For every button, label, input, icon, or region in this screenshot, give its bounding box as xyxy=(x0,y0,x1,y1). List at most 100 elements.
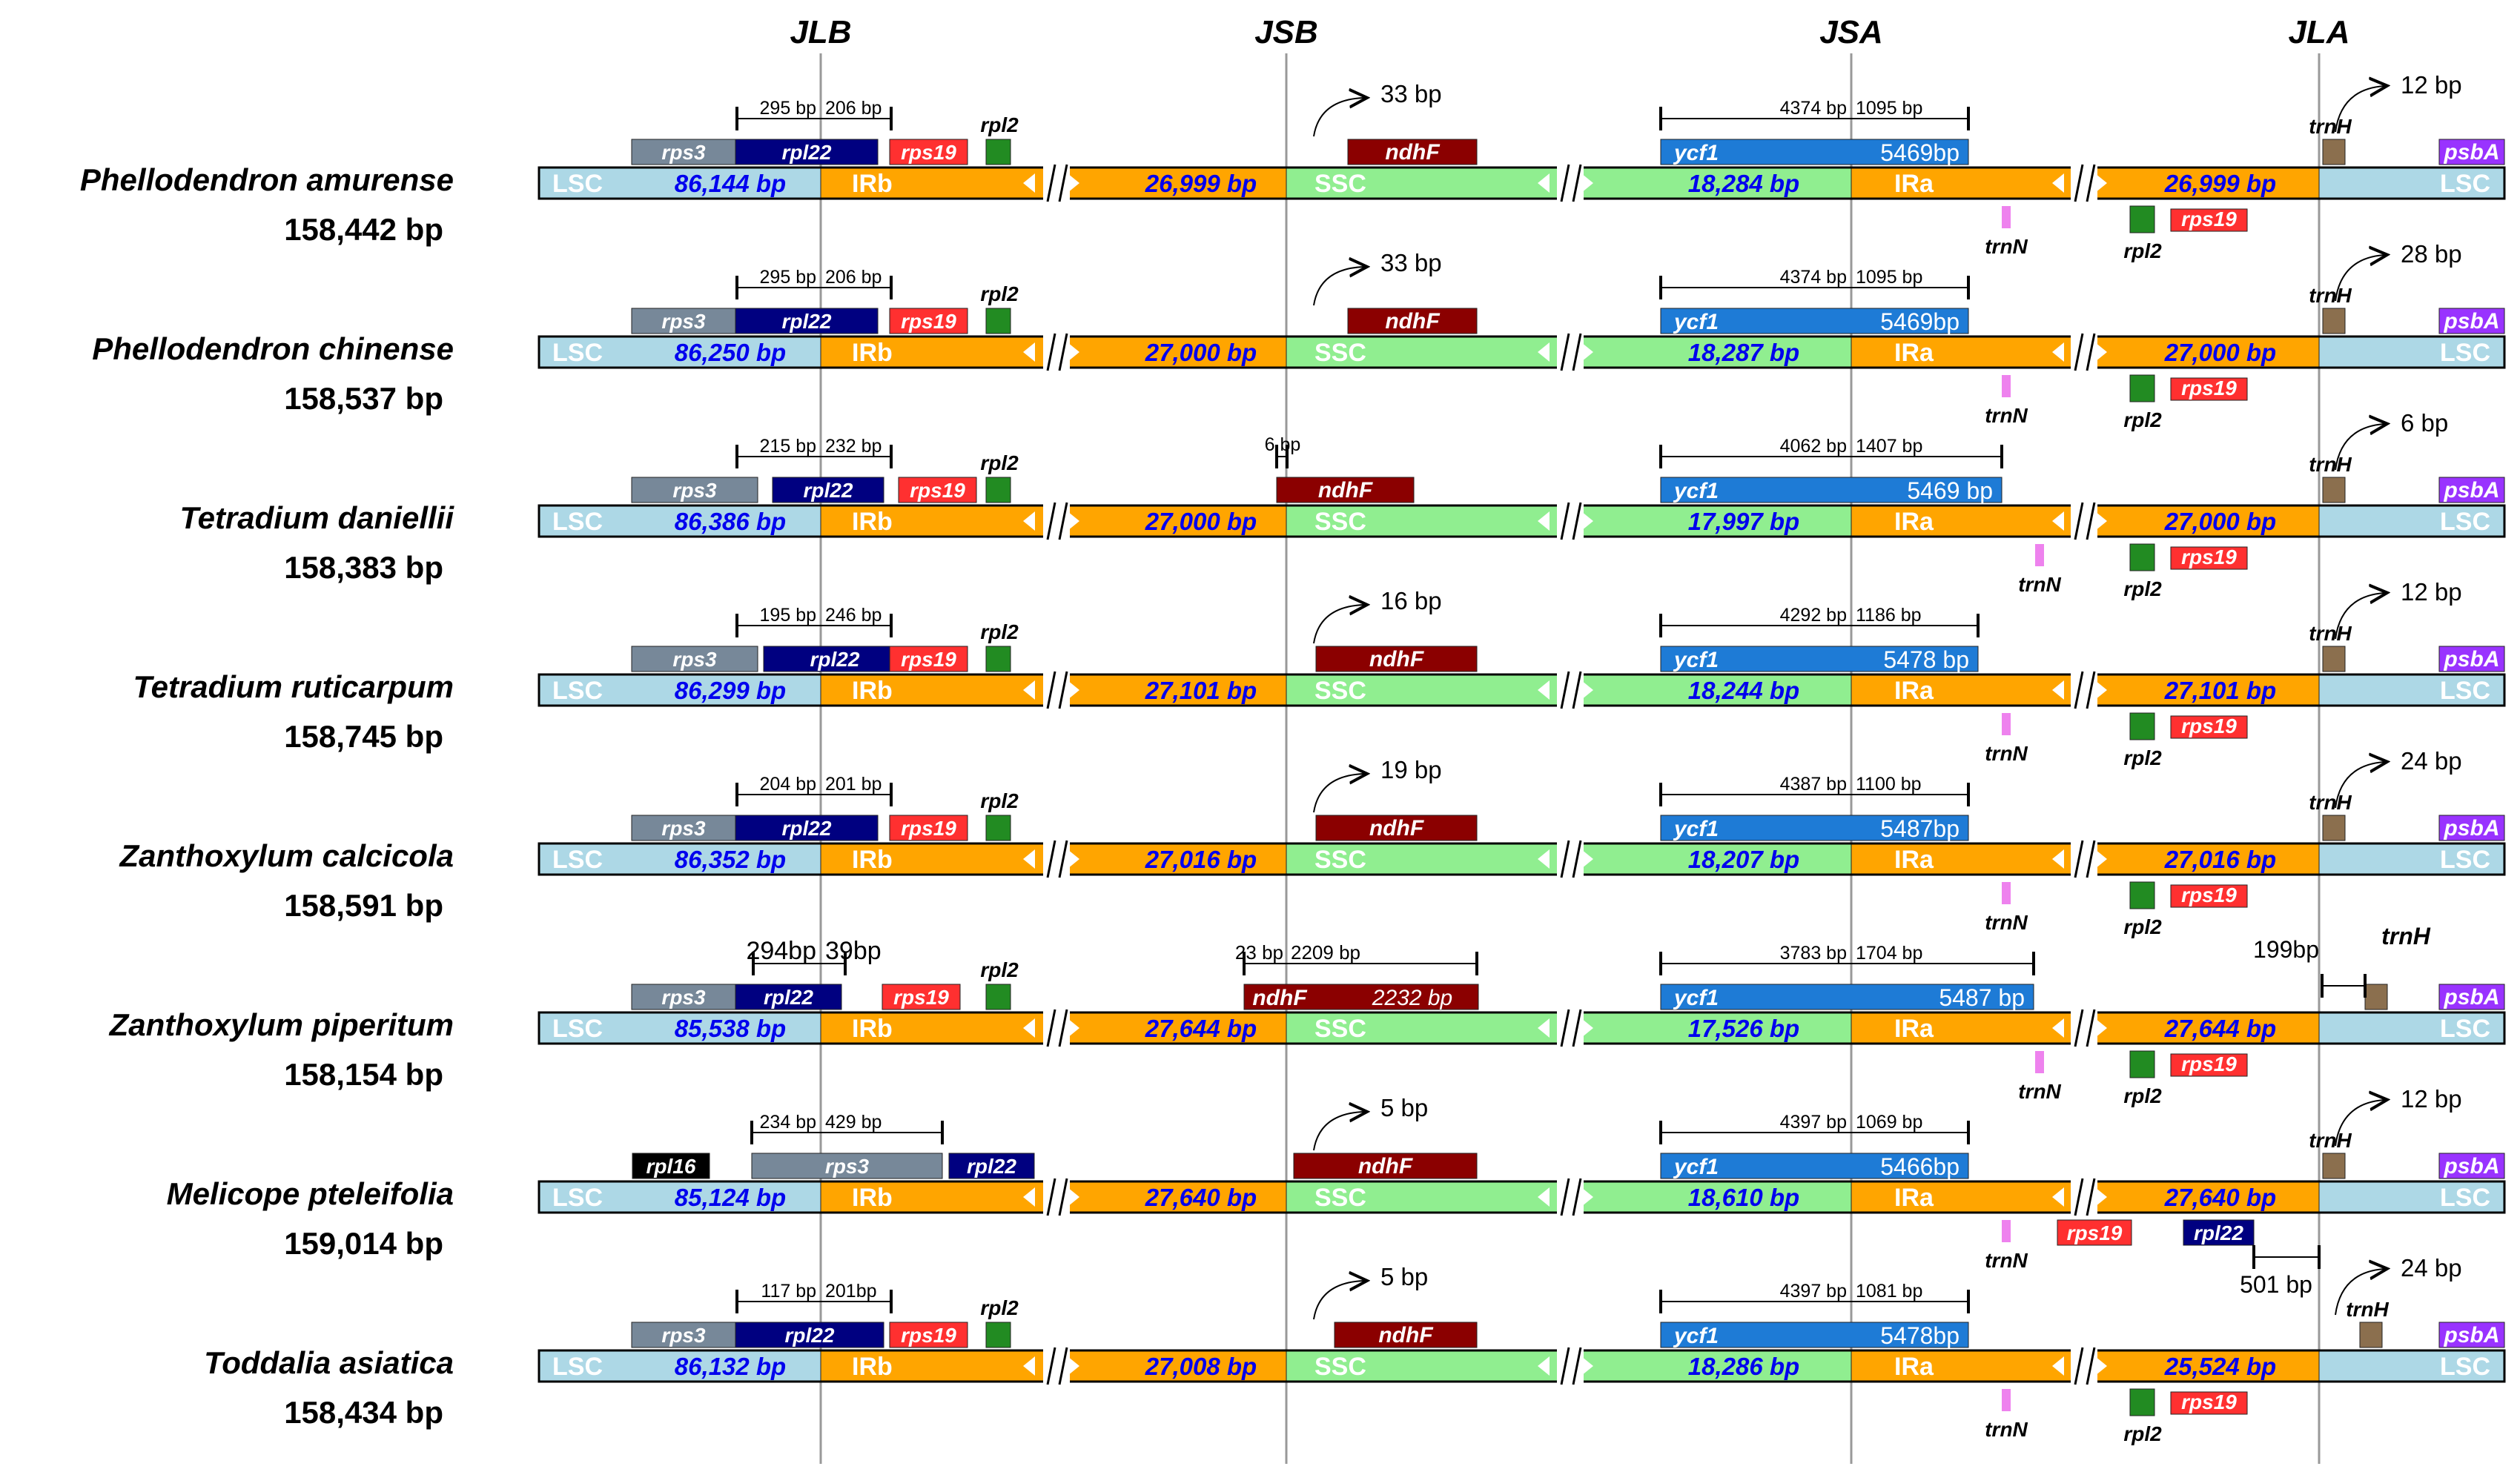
rpl2-label-lower: rpl2 xyxy=(2123,1084,2162,1107)
jla-distance: 24 bp xyxy=(2401,1254,2462,1282)
jsb-distance: 6 bp xyxy=(1265,434,1301,455)
ira-region-cont xyxy=(2091,1012,2320,1044)
genome-length: 159,014 bp xyxy=(284,1226,443,1261)
jsa-left-distance: 4374 bp xyxy=(1780,267,1847,288)
psbA-gene xyxy=(2438,139,2505,165)
rpl2-gene xyxy=(985,477,1011,503)
ycf1-length: 5487bp xyxy=(1880,815,1960,842)
direction-marker xyxy=(1068,173,1079,193)
trnN-label: trnN xyxy=(1985,742,2028,765)
direction-marker xyxy=(2052,849,2064,869)
ssc-length: 18,284 bp xyxy=(1688,170,1799,197)
rpl22-gene-label: rpl22 xyxy=(785,1324,835,1347)
rpl2-label: rpl2 xyxy=(980,958,1019,981)
ycf1-label: ycf1 xyxy=(1673,141,1719,165)
ndhF-gene xyxy=(1315,646,1478,672)
trnH-label: trnH xyxy=(2309,622,2352,645)
direction-marker xyxy=(2052,680,2064,700)
irb-region xyxy=(820,674,1049,706)
break-slash xyxy=(1046,333,1056,371)
species-name: Toddalia asiatica xyxy=(204,1345,454,1380)
trnN-gene xyxy=(2002,1220,2011,1242)
break-slash xyxy=(1046,671,1056,709)
jsa-right-distance: 1704 bp xyxy=(1856,943,1922,964)
direction-marker xyxy=(2095,511,2107,531)
jsb-distance: 33 bp xyxy=(1380,249,1442,276)
irb-label: IRb xyxy=(852,339,893,367)
rpl2-gene xyxy=(985,1322,1011,1348)
rpl2-gene-lower xyxy=(2129,543,2155,571)
ycf1-label: ycf1 xyxy=(1673,310,1719,334)
lsc-label-right: LSC xyxy=(2440,1353,2490,1381)
ycf1-gene xyxy=(1660,984,2034,1010)
psbA-gene xyxy=(2438,815,2505,841)
ssc-label: SSC xyxy=(1314,677,1366,705)
ira-region-cont xyxy=(2091,336,2320,368)
rps19-gene-lower xyxy=(2170,1053,2248,1077)
ndhF-length: 2232 bp xyxy=(1372,986,1452,1010)
lsc-label: LSC xyxy=(552,1184,603,1212)
bar-outline xyxy=(538,166,2506,200)
bar-outline xyxy=(538,504,2506,538)
lsc-region-right xyxy=(2318,1012,2505,1044)
lsc-label-right: LSC xyxy=(2440,1184,2490,1212)
ira-label: IRa xyxy=(1894,170,1934,198)
trnH-label: trnH xyxy=(2309,453,2352,476)
species-name: Tetradium daniellii xyxy=(179,500,454,535)
irb-length: 27,000 bp xyxy=(1145,508,1257,535)
species-row: Tetradium daniellii 158,383 bp LSC 86,386 b… xyxy=(179,409,2506,600)
ndhF-gene xyxy=(1315,815,1478,841)
direction-marker xyxy=(1581,511,1593,531)
jlb-left-distance: 295 bp xyxy=(760,267,816,288)
break-slash xyxy=(1572,1347,1582,1385)
lsc-length: 86,250 bp xyxy=(675,339,786,366)
rps19-gene-lower-label: rps19 xyxy=(2181,546,2237,568)
lsc-length: 85,538 bp xyxy=(675,1015,786,1042)
jla-distance: 12 bp xyxy=(2401,1085,2462,1113)
jlb-left-distance: 295 bp xyxy=(760,98,816,119)
ycf1-length: 5469bp xyxy=(1880,308,1960,335)
ycf1-gene xyxy=(1660,477,2003,503)
direction-marker xyxy=(1538,173,1550,193)
jla-arrow xyxy=(2335,762,2384,809)
rpl2-gene-lower xyxy=(2129,205,2155,233)
rps19-gene xyxy=(889,139,968,165)
rps19-gene-lower-label: rps19 xyxy=(2181,1052,2237,1075)
break-slash xyxy=(1560,333,1570,371)
jla-distance: 24 bp xyxy=(2401,747,2462,775)
irb-region xyxy=(820,1181,1049,1213)
jla-distance: 12 bp xyxy=(2401,71,2462,99)
lsc-label: LSC xyxy=(552,508,603,536)
rps19-gene-lower-label: rps19 xyxy=(2181,377,2237,400)
rpl22-gene xyxy=(735,1322,884,1348)
ycf1-gene xyxy=(1660,139,1969,165)
jlb-right-distance: 39bp xyxy=(825,937,882,965)
break-slash xyxy=(2086,1178,2096,1216)
rps3-gene xyxy=(631,1322,736,1348)
rpl2-label: rpl2 xyxy=(980,113,1019,136)
species-row: Zanthoxylum piperitum 158,154 bp LSC 85,538… xyxy=(109,923,2506,1107)
rps19-gene-label: rps19 xyxy=(901,648,956,671)
lsc-label-right: LSC xyxy=(2440,339,2490,367)
ndhF-gene xyxy=(1347,139,1478,165)
lsc-region xyxy=(538,1350,821,1382)
ira-length: 27,101 bp xyxy=(2164,677,2276,704)
ycf1-length: 5466bp xyxy=(1880,1153,1960,1180)
trnN-gene xyxy=(2002,375,2011,397)
ycf1-gene xyxy=(1660,815,1969,841)
jlb-right-distance: 201bp xyxy=(825,1281,877,1302)
direction-marker xyxy=(2095,342,2107,362)
ndhF-gene-label: ndhF xyxy=(1369,647,1424,672)
jsa-right-distance: 1069 bp xyxy=(1856,1112,1922,1133)
direction-marker xyxy=(2052,173,2064,193)
psbA-gene-label: psbA xyxy=(2444,816,2500,841)
rpl2-gene-lower xyxy=(2129,1388,2155,1416)
rpl22-gene-label: rpl22 xyxy=(782,310,832,333)
trnN-gene xyxy=(2002,882,2011,904)
break-slash xyxy=(2086,840,2096,878)
direction-marker xyxy=(2095,849,2107,869)
rpl22-gene xyxy=(763,646,907,672)
direction-marker xyxy=(2095,680,2107,700)
lsc-region-right xyxy=(2318,1350,2505,1382)
